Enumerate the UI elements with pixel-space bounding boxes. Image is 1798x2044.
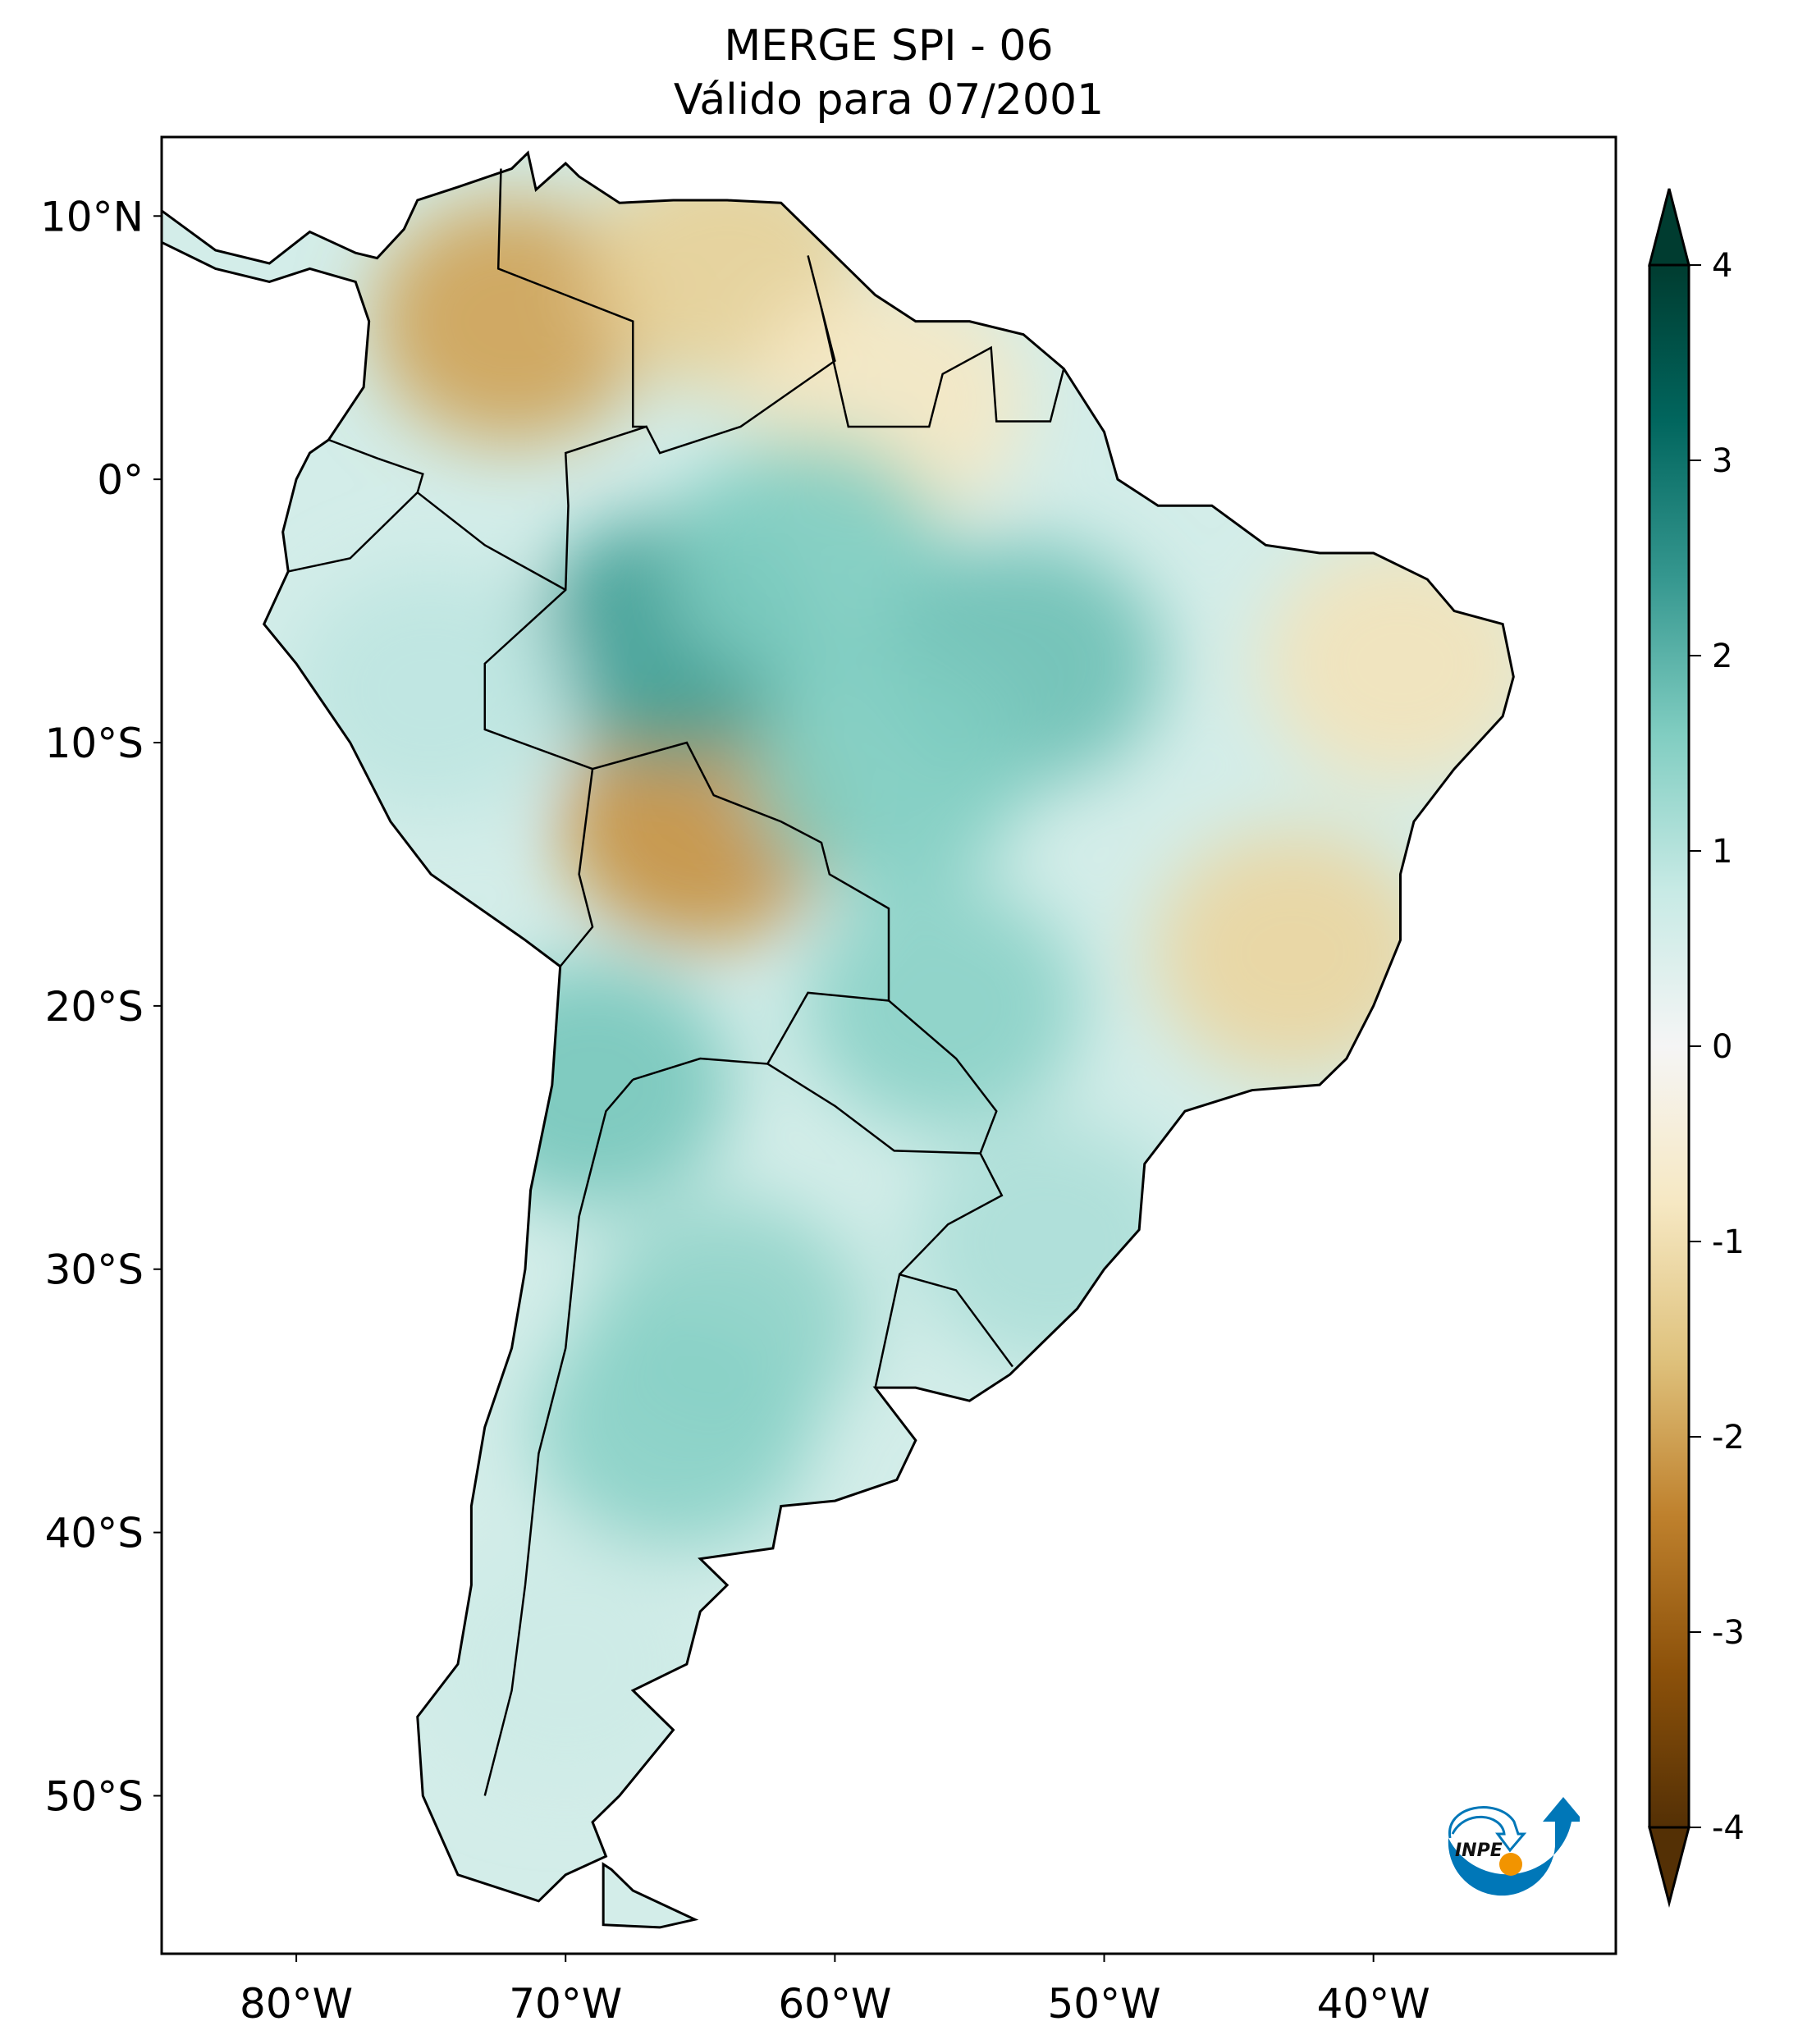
colorbar-tick-label: 1 (1712, 833, 1732, 871)
colorbar-tick-label: 2 (1712, 638, 1732, 675)
spi-region (1260, 540, 1514, 787)
spi-region (291, 566, 571, 813)
country-border (287, 438, 424, 573)
colorbar-tick-label: 0 (1712, 1028, 1732, 1066)
y-tick-label: 30°S (45, 1246, 144, 1294)
spi-region (453, 962, 733, 1209)
spi-region (910, 1119, 1190, 1366)
colorbar-tick-label: 3 (1712, 442, 1732, 480)
map-frame (160, 135, 1617, 1955)
colorbar-extend-max (1648, 188, 1690, 267)
country-border (483, 1078, 634, 1796)
x-tick-label: 70°W (509, 1980, 622, 2028)
coastline (160, 150, 1515, 1903)
y-tick-label: 20°S (45, 983, 144, 1031)
y-tick-label: 50°S (45, 1772, 144, 1820)
spi-field (162, 153, 1514, 1927)
inpe-logo: INPE (1448, 1797, 1580, 1896)
x-tick-label: 40°W (1317, 1980, 1430, 2028)
spi-region (372, 198, 652, 445)
country-border (416, 492, 566, 591)
spi-region (668, 435, 948, 682)
x-tick-label: 80°W (240, 1980, 353, 2028)
country-border (820, 308, 1065, 428)
country-border (592, 741, 890, 1081)
x-tick-label: 50°W (1047, 1980, 1160, 2028)
y-tick-label: 10°S (45, 720, 144, 767)
colorbar-extend-min (1648, 1826, 1690, 1908)
colorbar-tick-label: -2 (1712, 1419, 1745, 1456)
x-tick-label: 60°W (778, 1980, 891, 2028)
spi-region (533, 1304, 813, 1551)
spi-region (803, 882, 1082, 1129)
y-tick-label: 40°S (45, 1510, 144, 1557)
y-tick-label: 0° (97, 456, 144, 504)
country-border (899, 1152, 1004, 1276)
svg-text:INPE: INPE (1455, 1841, 1503, 1861)
spi-region (426, 1541, 706, 1788)
country-border (496, 168, 647, 428)
y-tick-label: 10°N (40, 193, 144, 240)
spi-region (749, 646, 1028, 893)
country-border (483, 255, 836, 967)
chart-title: MERGE SPI - 06 (724, 21, 1054, 71)
chart-subtitle: Válido para 07/2001 (673, 75, 1105, 125)
colorbar-tick-label: -3 (1712, 1614, 1745, 1652)
colorbar-tick-label: 4 (1712, 247, 1732, 285)
colorbar (1649, 265, 1689, 1827)
colorbar-tick-label: -4 (1712, 1809, 1745, 1847)
spi-region (1153, 830, 1433, 1077)
coastline-tierra-del-fuego (602, 1862, 699, 1929)
colorbar-tick-label: -1 (1712, 1223, 1745, 1261)
country-border (874, 1273, 1013, 1388)
